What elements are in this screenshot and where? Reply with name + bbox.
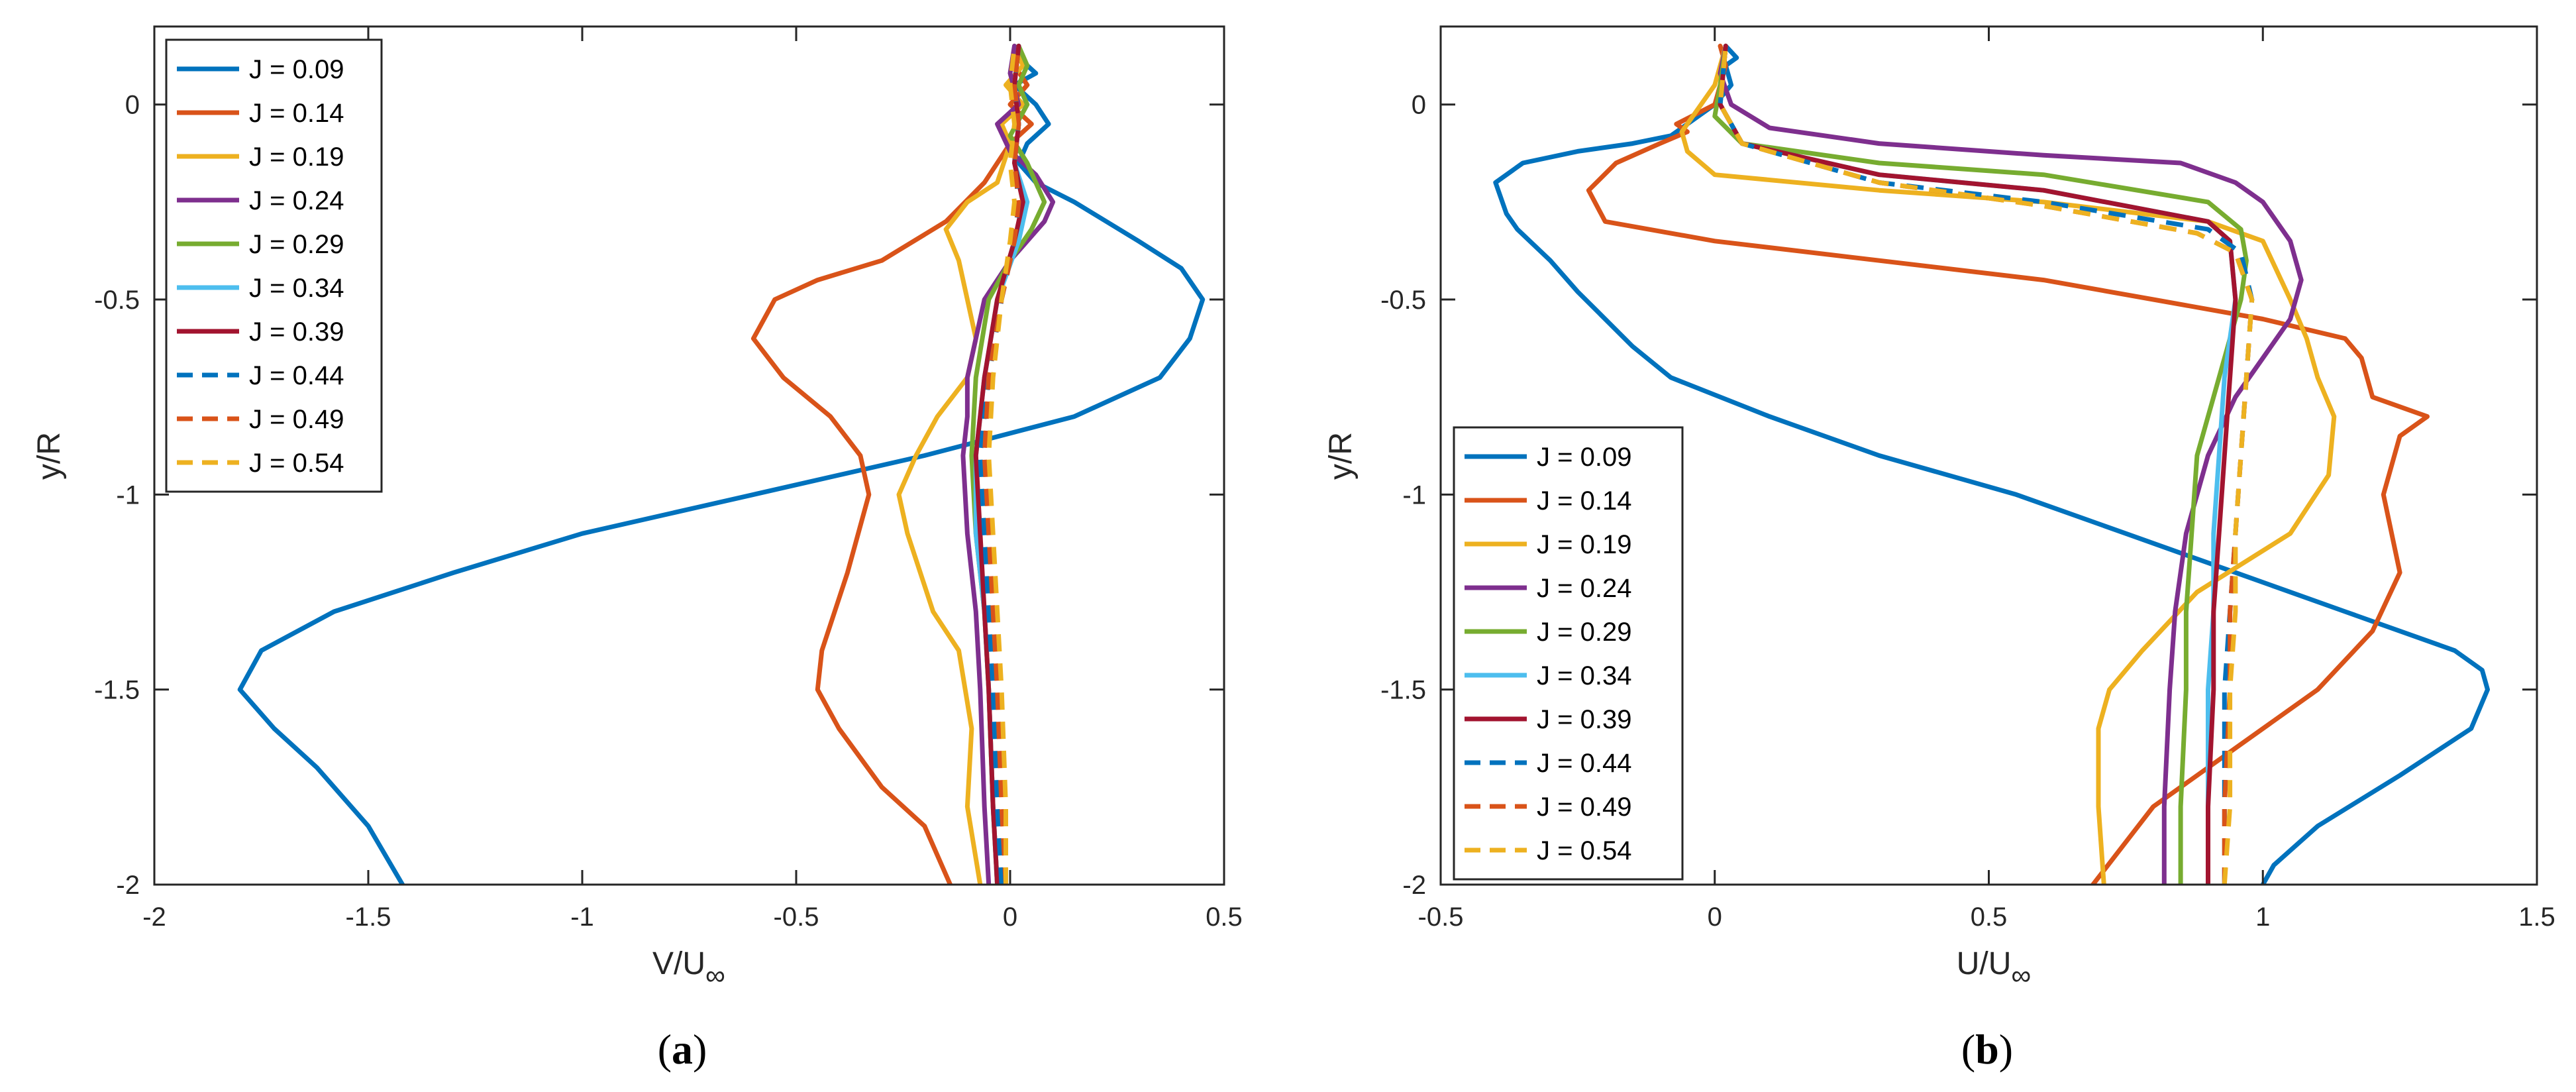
chart-a-x-tick-label: -1	[570, 902, 594, 932]
chart-b-x-tick-label: 1	[2255, 902, 2270, 932]
chart-a-legend-label: J = 0.19	[249, 142, 344, 172]
chart-b-x-tick-label: 0	[1708, 902, 1722, 932]
chart-a-series-line-8	[978, 46, 1021, 885]
panel-b-caption-open: (	[1961, 1026, 1975, 1073]
chart-a-x-tick-label: -2	[142, 902, 166, 932]
chart-b-series-group	[1493, 43, 2490, 885]
chart-b-legend-label: J = 0.24	[1537, 574, 1631, 603]
chart-a-legend-label: J = 0.24	[249, 186, 344, 215]
chart-a-x-tick-label: -1.5	[346, 902, 391, 932]
chart-a-x-tick-label: 0	[1003, 902, 1017, 932]
chart-b-series-line-10	[1718, 46, 2255, 885]
chart-b-legend-label: J = 0.39	[1537, 705, 1631, 734]
chart-b-legend-label: J = 0.29	[1537, 618, 1631, 647]
chart-a-series-line-4	[960, 43, 1056, 885]
chart-a-x-axis-label-main: V/U	[652, 946, 705, 981]
panel-b-caption-close: )	[1999, 1026, 2013, 1073]
chart-b-x-tick-label: 1.5	[2518, 902, 2555, 932]
chart-b-y-tick-label: -0.5	[1380, 286, 1426, 315]
chart-a-legend-label: J = 0.39	[249, 317, 344, 347]
chart-panel-b: -0.5 0 0.5 1 1.5-2-1.5-1-0.50 J = 0.09J = 0.…	[1323, 25, 2555, 1073]
chart-b-series-line-5	[1712, 43, 2249, 885]
chart-a-y-tick-label: -1.5	[94, 676, 140, 705]
chart-a-series-line-1	[237, 43, 1206, 885]
chart-a-legend-label: J = 0.44	[249, 361, 344, 390]
chart-b-x-tick-label: 0.5	[1971, 902, 2008, 932]
chart-a-legend-label: J = 0.29	[249, 230, 344, 259]
chart-b-axes: -0.5 0 0.5 1 1.5 -2 -1.5 -1 -0.5 0	[1380, 25, 2555, 932]
chart-b-x-axis-label-subscript: ∞	[2011, 959, 2031, 991]
chart-b-legend-label: J = 0.49	[1537, 792, 1631, 822]
chart-b-legend-label: J = 0.09	[1537, 443, 1631, 472]
chart-a-legend: J = 0.09 J = 0.14 J = 0.19 J = 0.24 J = 0.29…	[165, 38, 383, 493]
chart-panel-a: -2 -1.5 -1 -0.5 0 0.5-2-1.5-1-0.50 J = 0.09J …	[32, 25, 1243, 1073]
chart-a-x-tick-label: 0.5	[1206, 902, 1243, 932]
chart-a-series-line-9	[982, 46, 1021, 885]
chart-a-series-line-10	[986, 46, 1017, 885]
chart-b-series-line-3	[1679, 43, 2337, 885]
chart-b-series-line-4	[1718, 43, 2304, 885]
chart-b-legend-label: J = 0.44	[1537, 749, 1631, 778]
chart-b-legend-label: J = 0.19	[1537, 530, 1631, 559]
chart-a-legend-box	[165, 38, 383, 493]
panel-b-caption-letter: b	[1975, 1026, 1999, 1073]
panel-a-caption-open: (	[658, 1026, 672, 1073]
chart-a-y-tick-label: -0.5	[94, 286, 140, 315]
chart-a-y-tick-label: -2	[116, 871, 140, 900]
chart-b-legend-box	[1453, 426, 1684, 881]
chart-a-legend-label: J = 0.34	[249, 274, 344, 303]
chart-b-legend-label: J = 0.14	[1537, 486, 1631, 516]
chart-a-axes: -2 -1.5 -1 -0.5 0 0.5 -2 -1.5 -1 -0.5 0	[94, 25, 1243, 932]
chart-a-legend-label: J = 0.14	[249, 99, 344, 128]
chart-b-legend-label: J = 0.54	[1537, 836, 1631, 865]
chart-b-x-tick-label: -0.5	[1418, 902, 1464, 932]
chart-b-y-axis-label: y/R	[1323, 432, 1359, 480]
chart-b-y-tick-label: -1	[1402, 480, 1426, 510]
chart-a-legend-label: J = 0.54	[249, 449, 344, 478]
chart-b-y-tick-label: 0	[1412, 91, 1426, 120]
chart-a-y-tick-label: -1	[116, 480, 140, 510]
panel-a-caption-letter: a	[672, 1026, 693, 1073]
panel-b-caption: (b)	[1961, 1026, 2013, 1073]
chart-a-y-tick-label: 0	[125, 91, 140, 120]
chart-a-series-line-2	[750, 43, 1034, 885]
chart-a-series-group	[237, 43, 1206, 885]
panel-a-caption-close: )	[693, 1026, 707, 1073]
chart-b-legend-label: J = 0.34	[1537, 661, 1631, 690]
chart-a-legend-label: J = 0.09	[249, 55, 344, 84]
panel-a-caption: (a)	[658, 1026, 707, 1073]
chart-b-y-tick-label: -1.5	[1380, 676, 1426, 705]
chart-a-legend-label: J = 0.49	[249, 405, 344, 434]
chart-b-x-axis-label: U/U∞	[1957, 946, 2032, 991]
chart-a-x-axis-label-subscript: ∞	[705, 959, 725, 991]
chart-b-x-axis-label-main: U/U	[1957, 946, 2012, 981]
chart-a-x-tick-label: -0.5	[774, 902, 819, 932]
chart-a-x-axis-label: V/U∞	[652, 946, 725, 991]
chart-b-legend: J = 0.09 J = 0.14 J = 0.19 J = 0.24 J = 0.29…	[1453, 426, 1684, 881]
chart-a-y-axis-label: y/R	[32, 432, 67, 480]
chart-b-y-tick-label: -2	[1402, 871, 1426, 900]
chart-a-axes-frame	[153, 25, 1225, 886]
chart-b-series-line-7	[1718, 43, 2238, 885]
